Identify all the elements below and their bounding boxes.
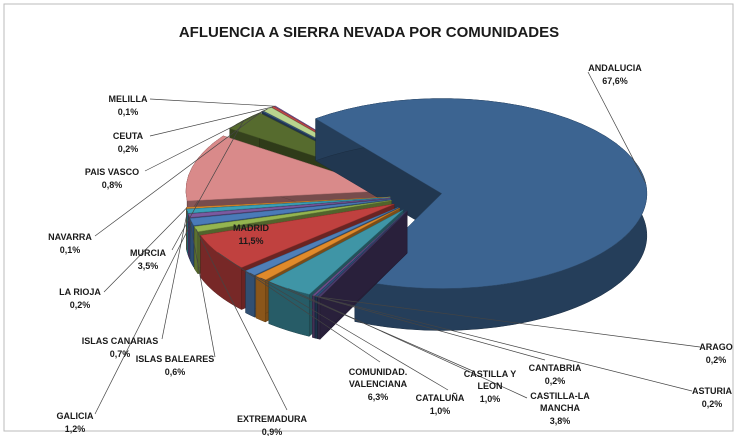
leader-line [260,277,476,373]
slice-side [255,275,266,323]
slice-value-label: 0,2% [69,300,91,310]
slice-label: ASTURIA [692,386,732,396]
slice-value-label: 3,5% [137,261,159,271]
slice-label: LA RIOJA [59,287,101,297]
slice-label: EXTREMADURA [236,414,307,424]
slice-label: ANDALUCIA [588,63,642,73]
slice-value-label: 3,8% [549,416,571,426]
leader-line [94,110,263,237]
slice-value-label: 1,0% [479,394,501,404]
slice-label: CASTILLA Y LEON [463,369,517,391]
slice-label: CANTABRIA [528,363,582,373]
slice-value-label: 6,3% [367,392,389,402]
slice-value-label: 0,9% [261,427,283,436]
leader-line [316,296,693,392]
slice-label: MADRID [233,223,269,233]
slice-label: MELILLA [108,94,148,104]
slice-value-label: 0,7% [109,349,131,359]
pie-slice [245,207,399,276]
slice-value-label: 1,2% [64,424,86,434]
leader-line [144,108,268,172]
slice-value-label: 0,1% [117,107,139,117]
slice-value-label: 11,5% [238,236,264,246]
pie-slice [186,196,391,209]
leader-line [313,295,546,361]
slice-side [194,225,199,275]
slice-label: PAIS VASCO [84,167,140,177]
slice-value-label: 0,8% [101,180,123,190]
slice-side [245,270,255,318]
slice-label: COMUNIDAD. VALENCIANA [348,367,408,389]
slice-label: MURCIA [130,248,166,258]
leader-line [249,272,449,391]
pie-slice [185,135,392,202]
slice-value-label: 0,2% [117,144,139,154]
slice-value-label: 0,2% [705,355,727,365]
slice-label: NAVARRA [48,232,92,242]
slice-value-label: 0,1% [59,245,81,255]
chart-frame [3,3,734,432]
slice-label: ISLAS CANARIAS [81,336,159,346]
leader-line [149,98,275,107]
leader-line [161,211,188,340]
slice-label: CATALUÑA [415,393,465,403]
leader-line [318,296,701,348]
slice-label: CEUTA [112,131,144,141]
leader-line [217,252,381,363]
leader-line [188,215,216,358]
slice-label: ISLAS BALEARES [135,354,215,364]
slice-value-label: 0,2% [544,376,566,386]
leader-line [288,288,528,399]
leader-line [171,120,245,251]
leader-line [94,221,193,415]
slice-value-label: 0,2% [701,399,723,409]
slice-value-label: 1,0% [429,406,451,416]
leader-line [103,207,187,293]
leader-line [195,228,288,411]
leader-line [149,106,274,137]
slice-label: ARAGO [699,342,733,352]
slice-value-label: 67,6% [602,76,628,86]
leader-line [587,71,646,184]
slice-label: GALICIA [56,411,94,421]
slice-value-label: 0,6% [164,367,186,377]
slice-label: CASTILLA-LA MANCHA [530,391,590,413]
chart-title: AFLUENCIA A SIERRA NEVADA POR COMUNIDADE… [178,24,560,41]
